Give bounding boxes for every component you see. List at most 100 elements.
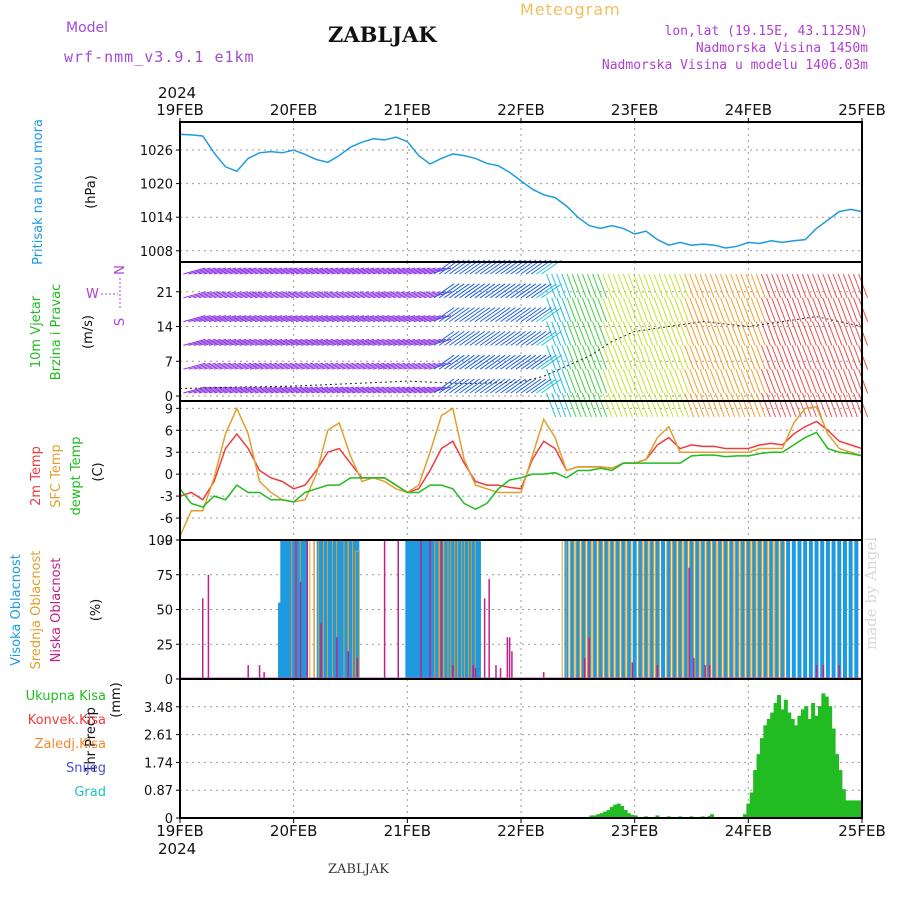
wind-barb: [576, 369, 587, 394]
wind-barb: [382, 386, 406, 394]
wind-barb: [515, 283, 537, 299]
x-tick-label-top: 19FEB: [156, 101, 203, 119]
wind-barb: [730, 297, 741, 322]
high-cloud-bar: [723, 540, 728, 679]
wind-barb: [766, 369, 776, 394]
wind-barb: [602, 297, 613, 322]
wind-barb: [484, 307, 506, 323]
wind-barb: [796, 345, 807, 370]
wind-barb: [566, 345, 577, 370]
x-tick-label-bottom: 21FEB: [384, 822, 431, 840]
wind-barb: [525, 354, 547, 370]
wind-dir-n: N: [113, 265, 128, 275]
wind-barb: [449, 330, 470, 346]
precip-bar: [620, 805, 625, 818]
wind-barb: [704, 392, 715, 418]
y-tick-label: 1014: [140, 211, 173, 226]
model-elevation: Nadmorska Visina u modelu 1406.03m: [601, 58, 868, 73]
wind-barb: [689, 297, 700, 322]
wind-barb: [290, 291, 313, 299]
wind-barb: [847, 369, 858, 394]
wind-barb: [842, 297, 853, 322]
wind-barb: [213, 386, 237, 394]
wind-barb: [812, 345, 823, 370]
wind-barb: [459, 378, 480, 394]
wind-barb: [357, 291, 380, 299]
wind-barb: [377, 267, 400, 275]
wind-barb: [193, 362, 216, 370]
wind-barb: [817, 369, 828, 394]
wind-barb: [454, 354, 475, 370]
wind-barb: [341, 338, 365, 346]
wind-barb: [750, 273, 761, 299]
wind-barb: [684, 392, 695, 418]
high-cloud-bar: [581, 540, 586, 679]
wind-barb: [398, 386, 421, 394]
wind-barb: [694, 345, 705, 370]
wind-barb: [602, 321, 613, 346]
wind-barb: [781, 297, 792, 322]
wind-barb: [786, 297, 797, 322]
wind-barb: [760, 369, 771, 394]
wind-barb: [515, 307, 537, 323]
precip-legend-item: Ukupna Kisa: [26, 689, 106, 704]
wind-barb: [663, 345, 674, 370]
model-label: Model: [66, 20, 109, 36]
wind-barb: [776, 392, 787, 418]
high-cloud-bar: [343, 540, 348, 679]
wind-barb: [612, 273, 623, 299]
wind-barb: [505, 307, 526, 323]
wind-barb: [311, 315, 334, 323]
wind-barb: [260, 338, 283, 346]
precip-bar: [855, 800, 860, 818]
wind-barb: [484, 378, 506, 394]
wind-barb: [474, 378, 496, 394]
wind-barb: [510, 307, 532, 323]
wind-barb: [208, 267, 232, 275]
dewpoint-line: [179, 431, 863, 511]
wind-barb: [300, 338, 324, 346]
wind-barb: [699, 297, 710, 322]
high-cloud-bar: [339, 540, 344, 679]
wind-barb: [331, 315, 354, 323]
wind-barb: [188, 267, 211, 275]
high-cloud-bar: [780, 540, 785, 679]
wind-barb: [454, 378, 475, 394]
x-tick-label-bottom: 24FEB: [725, 822, 772, 840]
wind-barb: [832, 297, 843, 322]
wind-barb: [587, 392, 597, 418]
wind-barb: [766, 297, 776, 322]
high-cloud-bar: [837, 540, 842, 679]
high-cloud-bar: [287, 540, 292, 679]
precip-bar: [834, 754, 839, 818]
wind-barb: [668, 369, 679, 394]
sfc-temp-label: SFC Temp: [49, 444, 64, 508]
wind-barb: [234, 315, 257, 323]
wind-barb: [750, 369, 761, 394]
wind-barb: [668, 392, 679, 418]
wind-barb: [229, 267, 252, 275]
precip-bar: [773, 702, 778, 818]
wind-barb: [239, 291, 262, 299]
wind-barb: [776, 369, 787, 394]
wind-barb: [459, 354, 480, 370]
wind-barb: [648, 345, 659, 370]
wind-barb: [198, 362, 221, 370]
y-tick-label: 0: [165, 468, 173, 483]
wind-barb: [837, 369, 848, 394]
pressure-axis-label: Pritisak na nivou mora: [31, 119, 46, 265]
wind-barb: [183, 315, 206, 323]
wind-barb: [362, 338, 385, 346]
wind-barb: [633, 345, 643, 370]
wind-barb: [546, 321, 557, 346]
wind-barb: [474, 283, 496, 299]
precip-bar: [783, 699, 788, 818]
high-cloud-bar: [740, 540, 745, 679]
high-cloud-bar: [791, 540, 796, 679]
wind-barb: [213, 338, 237, 346]
precip-bar: [599, 813, 604, 818]
wind-barb: [316, 386, 339, 394]
high-cloud-bar: [598, 540, 603, 679]
wind-barb: [203, 362, 227, 370]
y-tick-label: 75: [156, 569, 173, 584]
